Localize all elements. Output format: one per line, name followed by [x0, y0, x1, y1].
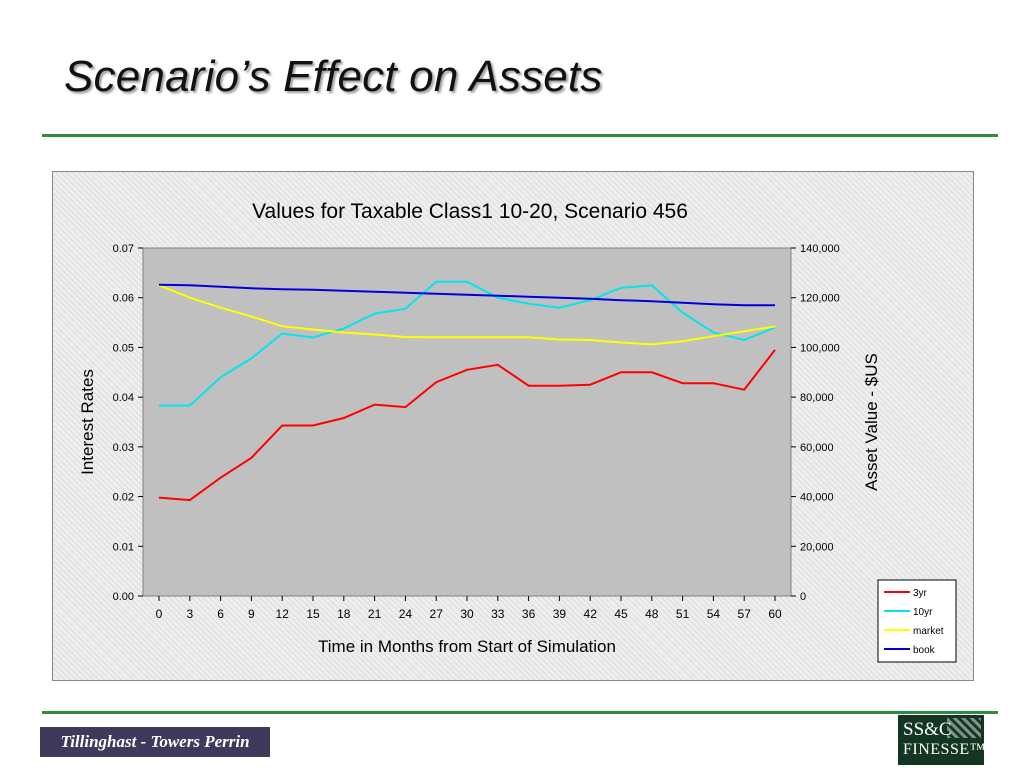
finesse-logo-text: FINESSE™ [903, 741, 986, 758]
x-tick-label: 33 [491, 607, 505, 621]
y2-tick-label: 100,000 [800, 342, 840, 354]
y2-tick-label: 40,000 [800, 492, 834, 504]
x-tick-label: 39 [553, 607, 567, 621]
legend-label-3yr: 3yr [913, 588, 928, 599]
x-tick-label: 54 [707, 607, 721, 621]
x-tick-label: 18 [337, 607, 351, 621]
x-tick-label: 0 [156, 607, 163, 621]
ssc-finesse-logo: SS&C FINESSE™ [898, 715, 986, 765]
x-tick-label: 30 [460, 607, 474, 621]
y2-tick-label: 20,000 [800, 541, 834, 553]
x-tick-label: 51 [676, 607, 690, 621]
x-tick-label: 6 [217, 607, 224, 621]
y2-tick-label: 0 [800, 591, 806, 603]
y2-axis-label: Asset Value - $US [862, 353, 881, 491]
y-tick-label: 0.01 [113, 541, 134, 553]
x-tick-label: 9 [248, 607, 255, 621]
tillinghast-logo: Tillinghast - Towers Perrin [40, 727, 270, 757]
chart-legend: 3yr 10yr market book [877, 579, 957, 663]
x-tick-label: 48 [645, 607, 659, 621]
series-line-10yr [159, 280, 776, 407]
x-tick-label: 27 [430, 607, 444, 621]
x-tick-label: 42 [584, 607, 598, 621]
x-tick-label: 21 [368, 607, 382, 621]
y2-tick-label: 140,000 [800, 243, 840, 255]
y2-tick-label: 120,000 [800, 293, 840, 305]
x-tick-label: 15 [306, 607, 320, 621]
slide-title: Scenario’s Effect on Assets [64, 52, 603, 101]
asset-chart: Values for Taxable Class1 10-20, Scenari… [78, 200, 957, 663]
x-tick-label: 57 [738, 607, 752, 621]
series-line-3yr [158, 349, 776, 502]
y-tick-label: 0.07 [113, 243, 134, 255]
y-tick-label: 0.05 [113, 342, 134, 354]
x-tick-label: 60 [768, 607, 782, 621]
y-axis-label: Interest Rates [78, 369, 97, 475]
y2-tick-label: 60,000 [800, 442, 834, 454]
legend-label-market: market [913, 626, 944, 637]
y-tick-label: 0.06 [113, 293, 134, 305]
legend-label-10yr: 10yr [913, 607, 933, 618]
series-line-market [158, 284, 776, 346]
y-tick-label: 0.03 [113, 442, 134, 454]
chart-frame: Values for Taxable Class1 10-20, Scenari… [52, 171, 974, 681]
x-tick-label: 24 [399, 607, 413, 621]
series-line-book [158, 283, 775, 307]
tillinghast-logo-text: Tillinghast - Towers Perrin [60, 732, 250, 751]
top-divider [42, 134, 998, 137]
chart-title: Values for Taxable Class1 10-20, Scenari… [252, 200, 688, 223]
y-tick-label: 0.04 [113, 392, 134, 404]
plot-area [142, 247, 792, 597]
x-tick-label: 36 [522, 607, 536, 621]
legend-label-book: book [913, 645, 936, 656]
x-axis-label: Time in Months from Start of Simulation [318, 637, 616, 656]
ssc-logo-text: SS&C [903, 719, 952, 740]
x-tick-label: 3 [186, 607, 193, 621]
y-tick-label: 0.00 [113, 591, 134, 603]
x-tick-label: 12 [276, 607, 290, 621]
y2-tick-label: 80,000 [800, 392, 834, 404]
y-tick-label: 0.02 [113, 492, 134, 504]
x-tick-label: 45 [614, 607, 628, 621]
checker-pattern [947, 718, 981, 738]
bottom-divider [42, 711, 998, 714]
